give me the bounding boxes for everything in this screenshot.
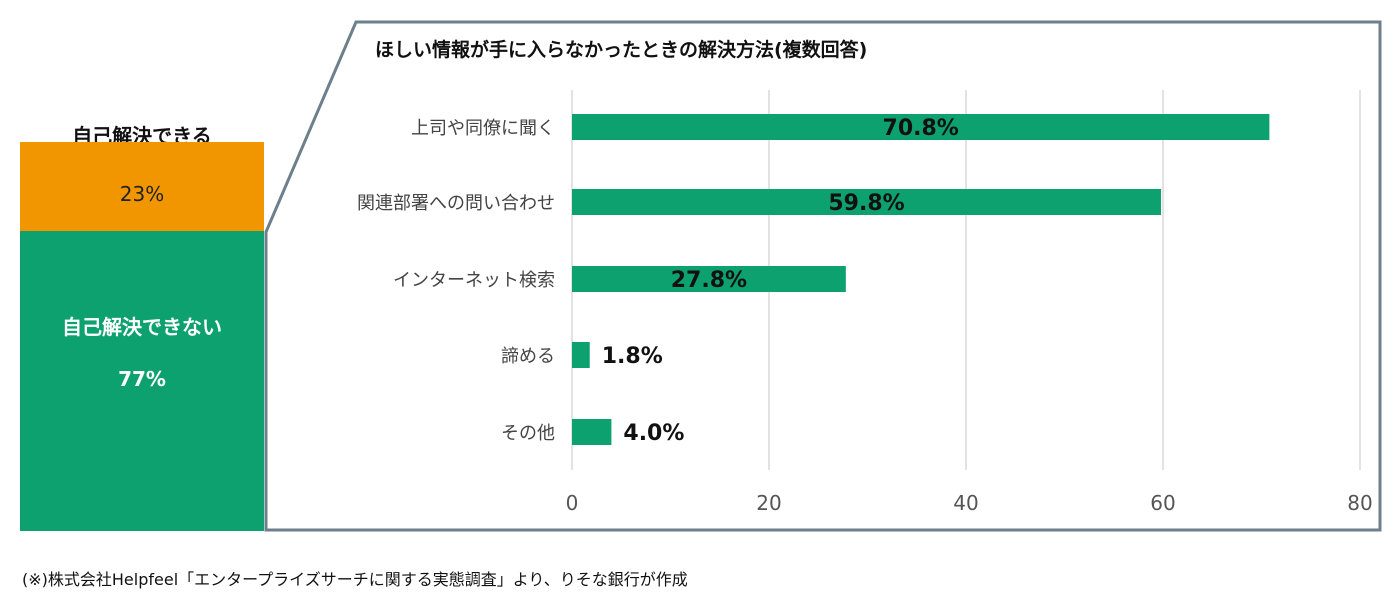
self-solved-value: 23% — [119, 182, 165, 206]
data-label: 1.8% — [602, 344, 663, 369]
data-labels: 70.8% 59.8% 27.8% 1.8% 4.0% — [602, 116, 959, 446]
x-tick-label: 60 — [1150, 491, 1175, 515]
x-axis-ticks: 0 20 40 60 80 — [566, 491, 1373, 515]
x-tick-label: 80 — [1347, 491, 1372, 515]
data-label: 70.8% — [883, 116, 959, 141]
category-label: 諦める — [501, 346, 555, 367]
solution-methods-bar-chart: ほしい情報が手に入らなかったときの解決方法(複数回答) 上司や同僚に聞く関連部署… — [264, 20, 1382, 532]
category-label: 上司や同僚に聞く — [411, 118, 555, 139]
not-self-solved-value: 77% — [118, 367, 166, 391]
bars — [572, 114, 1270, 445]
category-label: 関連部署への問い合わせ — [357, 193, 555, 214]
bar — [572, 266, 846, 292]
data-label: 27.8% — [671, 268, 747, 293]
callout-frame — [264, 20, 1382, 532]
data-label: 4.0% — [623, 421, 684, 446]
x-tick-label: 20 — [756, 491, 781, 515]
source-footnote: (※)株式会社Helpfeel「エンタープライズサーチに関する実態調査」より、り… — [22, 570, 688, 589]
not-self-solved-segment: 自己解決できない 77% — [20, 231, 264, 531]
self-solved-segment: 23% — [20, 142, 264, 231]
category-label: インターネット検索 — [393, 270, 555, 291]
x-tick-label: 0 — [566, 491, 579, 515]
bar — [572, 419, 612, 445]
x-tick-label: 40 — [953, 491, 978, 515]
not-self-solved-label: 自己解決できない — [62, 315, 222, 339]
stacked-summary-chart: 自己解決できる 23% 自己解決できない 77% — [0, 0, 280, 540]
bar — [572, 114, 1270, 140]
bar — [572, 189, 1162, 215]
data-label: 59.8% — [828, 191, 904, 216]
bar — [572, 342, 590, 368]
chart-title: ほしい情報が手に入らなかったときの解決方法(複数回答) — [375, 38, 867, 61]
category-label: その他 — [501, 423, 555, 444]
